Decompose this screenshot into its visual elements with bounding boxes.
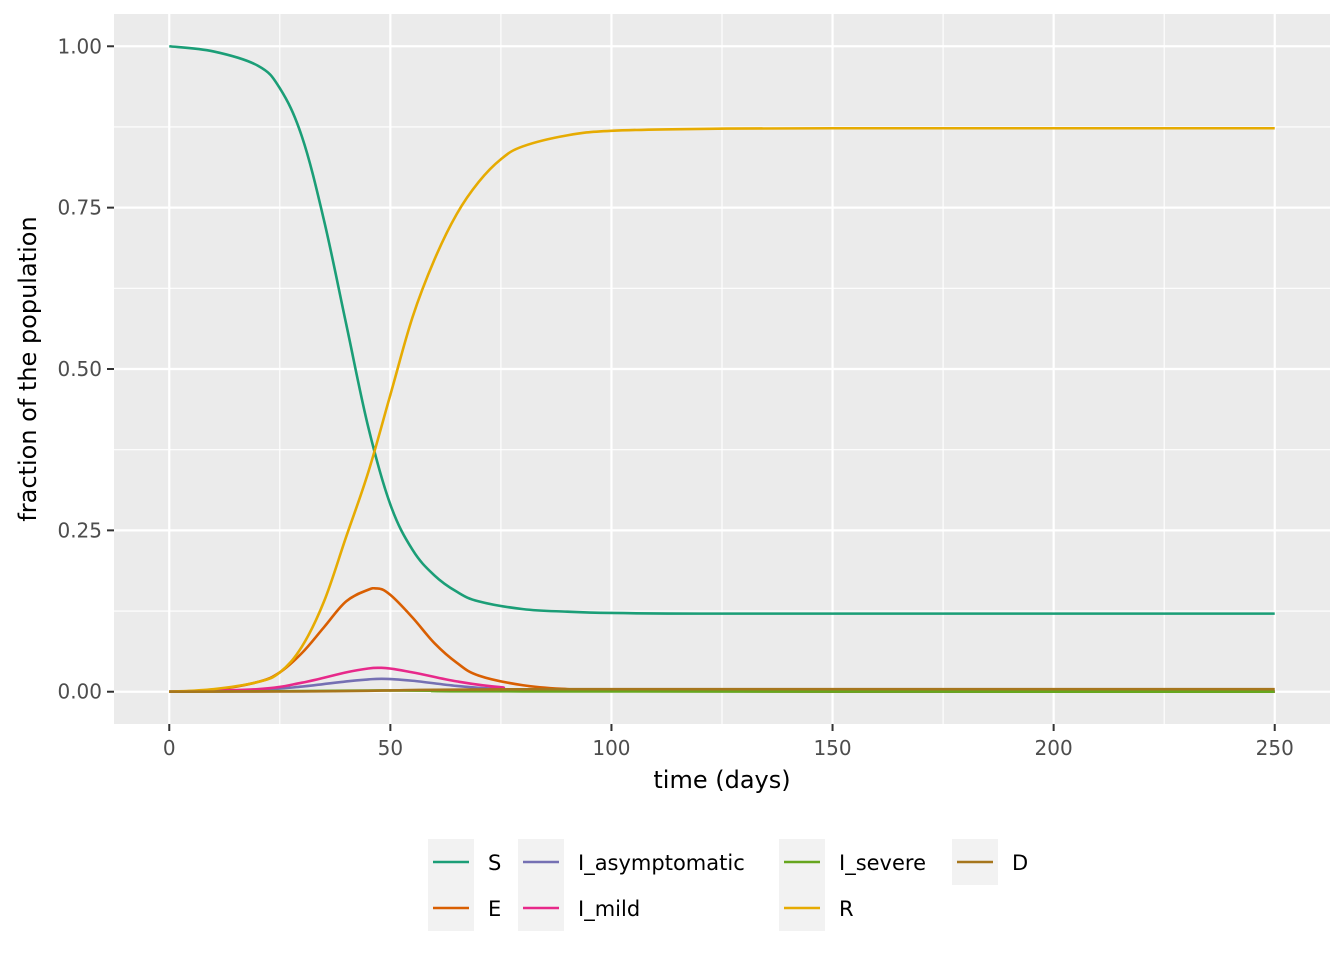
legend-label: I_asymptomatic	[578, 851, 745, 876]
legend-label: I_mild	[578, 897, 640, 922]
legend-label: R	[839, 897, 854, 921]
y-axis-title: fraction of the population	[14, 216, 42, 521]
y-tick-label: 0.25	[57, 518, 102, 542]
legend-label: D	[1012, 851, 1028, 875]
x-axis: 0 50 100 150 200 250	[163, 724, 1294, 760]
x-tick-label: 0	[163, 736, 176, 760]
series-line-r	[169, 126, 1275, 694]
x-tick-label: 100	[592, 736, 630, 760]
y-tick-label: 1.00	[57, 34, 102, 58]
x-axis-title: time (days)	[653, 766, 790, 794]
legend-label: I_severe	[839, 851, 926, 876]
y-tick-label: 0.50	[57, 357, 102, 381]
y-tick-label: 0.75	[57, 196, 102, 220]
legend-label: S	[488, 851, 501, 875]
x-tick-label: 150	[813, 736, 851, 760]
series-lines	[169, 44, 1275, 694]
series-line-d	[169, 687, 1275, 694]
x-tick-label: 250	[1256, 736, 1294, 760]
legend: SE I_asymptomatic I_mild I_severe R D	[428, 839, 1028, 931]
x-tick-label: 200	[1035, 736, 1073, 760]
series-line-s	[169, 44, 1275, 615]
y-tick-label: 0.00	[57, 680, 102, 704]
y-axis: 0.00 0.25 0.50 0.75 1.00	[57, 34, 114, 704]
legend-label: E	[488, 897, 501, 921]
x-tick-label: 50	[378, 736, 403, 760]
